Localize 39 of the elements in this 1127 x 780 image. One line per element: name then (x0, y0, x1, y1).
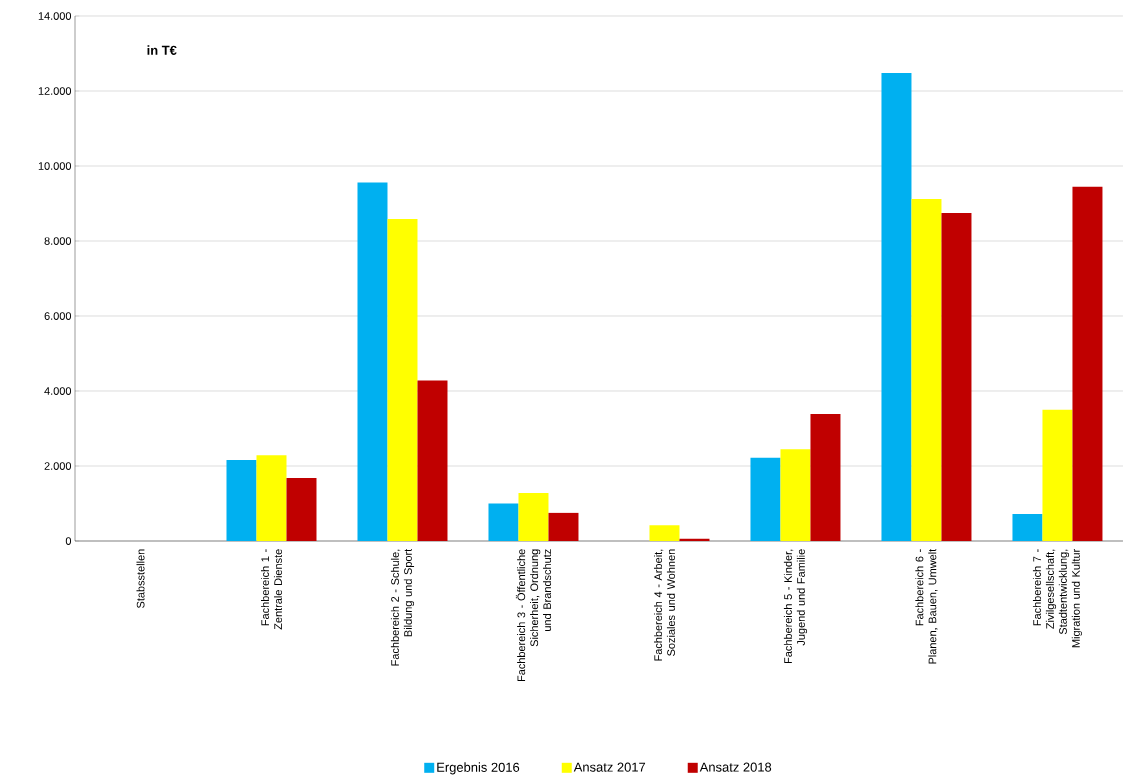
bar (256, 455, 287, 541)
annotation: in T€ (147, 45, 177, 55)
bar (1042, 409, 1073, 541)
bar (649, 525, 680, 541)
bar (750, 457, 781, 541)
x-tick-label: Fachbereich 3 - Öffentliche Sicherheit, Ordnung und Brandschutz (515, 549, 552, 682)
x-tick-label: Fachbereich 6 - Planen, Bauen, Umwelt (915, 548, 938, 664)
bar (780, 449, 811, 541)
bar (941, 212, 972, 541)
legend-label: Ansatz 2017 (573, 762, 646, 772)
x-tick-label: Fachbereich 4 - Arbeit, Soziales und Wohnen (653, 549, 675, 661)
bar (911, 199, 942, 541)
bar (1012, 514, 1043, 541)
y-tick-label: 0 (65, 537, 72, 545)
x-tick-label: Fachbereich 1 - Zentrale Dienste (261, 549, 282, 630)
bar (1072, 186, 1103, 541)
bar (286, 478, 317, 541)
bar (357, 182, 388, 541)
y-tick-label: 2.000 (44, 462, 72, 470)
bar (488, 503, 519, 541)
bar (518, 493, 549, 541)
y-tick-label: 12.000 (38, 87, 72, 95)
bar (417, 380, 448, 541)
legend-label: Ergebnis 2016 (437, 762, 520, 775)
y-tick-label: 4.000 (44, 387, 72, 395)
legend-label: Ansatz 2018 (699, 762, 772, 772)
x-tick-label: Fachbereich 5 - Kinder, Jugend und Familie (783, 549, 808, 663)
y-tick-label: 10.000 (38, 162, 72, 170)
y-tick-label: 14.000 (38, 12, 72, 20)
bar (226, 460, 257, 541)
x-tick-label: Fachbereich 7 - Zivilgesellschaft, Stadtentwicklung, Migration und Kultur (1032, 548, 1082, 648)
bar (548, 512, 579, 541)
bar (810, 413, 841, 541)
x-tick-label: Fachbereich 2 - Schule, Bildung und Sport (390, 548, 415, 666)
y-tick-label: 8.000 (44, 237, 72, 245)
y-tick-label: 6.000 (44, 312, 72, 320)
bar (881, 73, 912, 541)
x-tick-label: Stabsstellen (136, 549, 145, 608)
bar (387, 218, 418, 541)
